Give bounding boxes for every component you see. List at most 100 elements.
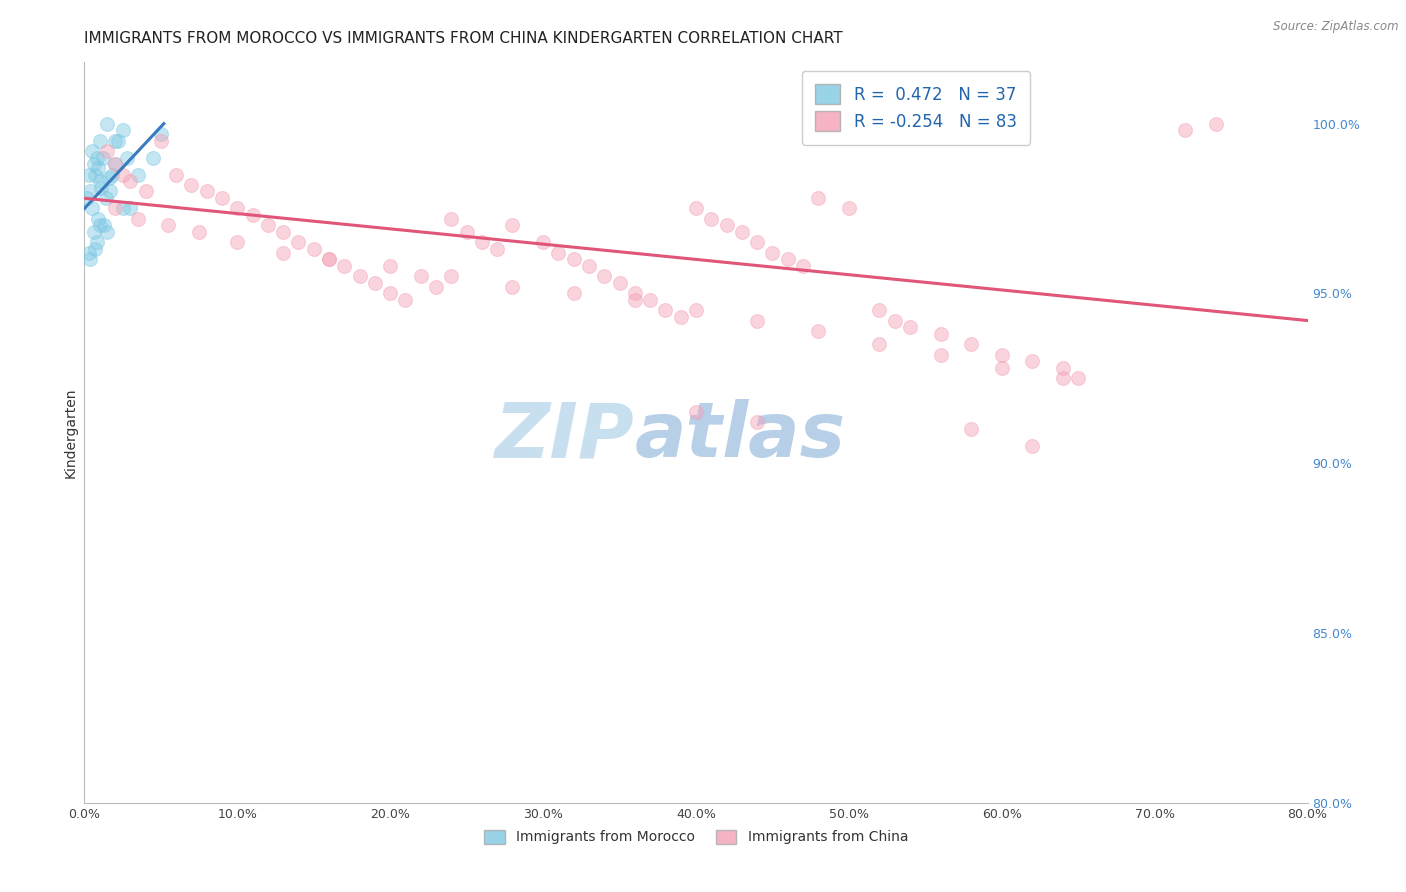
Point [104, 134, 127, 148]
Point [93, 219, 115, 233]
Point [394, 293, 416, 308]
Point [1067, 371, 1090, 385]
Point [96, 225, 118, 239]
Point [211, 191, 233, 205]
Point [195, 185, 218, 199]
Point [747, 313, 769, 327]
Point [685, 405, 707, 419]
Point [84, 168, 107, 182]
Point [440, 269, 463, 284]
Point [364, 276, 387, 290]
Point [898, 320, 921, 334]
Point [409, 269, 432, 284]
Point [440, 211, 463, 226]
Point [86, 151, 108, 165]
Point [96, 117, 118, 131]
Point [349, 269, 371, 284]
Point [929, 347, 952, 361]
Point [991, 361, 1014, 376]
Point [97, 170, 120, 185]
Point [747, 235, 769, 250]
Point [104, 157, 127, 171]
Point [135, 185, 157, 199]
Point [380, 259, 402, 273]
Point [1021, 439, 1043, 453]
Point [593, 269, 616, 284]
Point [242, 208, 264, 222]
Point [716, 219, 738, 233]
Point [731, 225, 754, 239]
Point [79, 185, 101, 199]
Point [624, 286, 647, 301]
Point [807, 324, 830, 338]
Point [486, 242, 509, 256]
Point [149, 134, 172, 148]
Point [77, 168, 100, 182]
Point [883, 313, 905, 327]
Point [89, 134, 111, 148]
Point [960, 337, 983, 351]
Point [669, 310, 692, 325]
Text: IMMIGRANTS FROM MOROCCO VS IMMIGRANTS FROM CHINA KINDERGARTEN CORRELATION CHART: IMMIGRANTS FROM MOROCCO VS IMMIGRANTS FR… [84, 31, 844, 46]
Point [87, 211, 110, 226]
Point [94, 191, 117, 205]
Text: Source: ZipAtlas.com: Source: ZipAtlas.com [1274, 20, 1399, 33]
Legend: Immigrants from Morocco, Immigrants from China: Immigrants from Morocco, Immigrants from… [477, 822, 915, 851]
Point [562, 252, 585, 267]
Point [104, 157, 127, 171]
Text: ZIP: ZIP [495, 399, 636, 473]
Point [91, 151, 114, 165]
Point [547, 245, 569, 260]
Point [165, 168, 187, 182]
Point [502, 279, 524, 293]
Point [80, 202, 103, 216]
Point [869, 337, 891, 351]
Point [257, 219, 280, 233]
Point [157, 219, 180, 233]
Point [86, 235, 108, 250]
Point [700, 211, 723, 226]
Point [807, 191, 830, 205]
Point [111, 168, 134, 182]
Point [1052, 361, 1074, 376]
Point [188, 225, 211, 239]
Point [83, 225, 105, 239]
Point [318, 252, 340, 267]
Point [89, 219, 111, 233]
Point [77, 245, 100, 260]
Point [609, 276, 631, 290]
Point [111, 202, 134, 216]
Point [89, 174, 111, 188]
Point [180, 178, 202, 192]
Point [380, 286, 402, 301]
Point [101, 168, 124, 182]
Text: atlas: atlas [636, 399, 846, 473]
Point [991, 347, 1014, 361]
Point [127, 211, 149, 226]
Point [271, 245, 294, 260]
Point [318, 252, 340, 267]
Point [456, 225, 478, 239]
Point [792, 259, 814, 273]
Point [333, 259, 356, 273]
Point [562, 286, 585, 301]
Point [115, 151, 138, 165]
Point [76, 191, 98, 205]
Point [654, 303, 676, 318]
Point [96, 144, 118, 158]
Point [502, 219, 524, 233]
Point [838, 202, 860, 216]
Point [226, 235, 249, 250]
Point [127, 168, 149, 182]
Point [104, 202, 127, 216]
Point [87, 161, 110, 175]
Point [83, 157, 105, 171]
Point [149, 127, 172, 141]
Point [1174, 123, 1197, 137]
Point [107, 134, 129, 148]
Point [80, 144, 103, 158]
Point [776, 252, 799, 267]
Point [302, 242, 325, 256]
Point [1052, 371, 1074, 385]
Point [84, 242, 107, 256]
